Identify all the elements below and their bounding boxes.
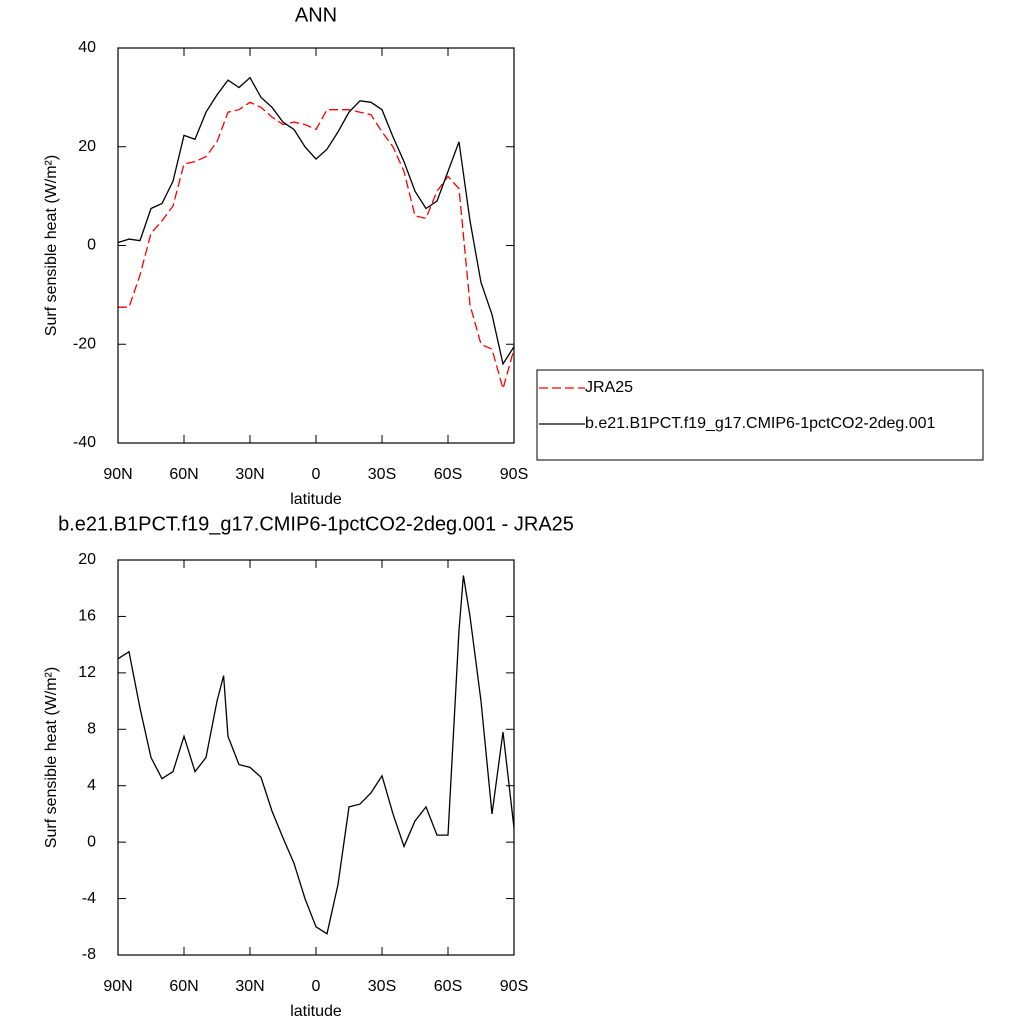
data-line [117, 76, 515, 366]
y-tick-label: 40 [78, 39, 96, 56]
y-tick-label: 0 [87, 237, 96, 254]
x-tick-label: 0 [312, 466, 321, 483]
x-tick-label: 90N [103, 466, 132, 483]
x-axis-label: latitude [290, 1003, 342, 1020]
y-tick-label: 4 [87, 777, 96, 794]
x-tick-label: 90N [103, 978, 132, 995]
x-tick-label: 30N [235, 978, 264, 995]
x-tick-label: 60N [169, 978, 198, 995]
legend-label: b.e21.B1PCT.f19_g17.CMIP6-1pctCO2-2deg.0… [585, 415, 936, 432]
y-axis-label: Surf sensible heat (W/m²) [43, 667, 60, 848]
chart-title: ANN [295, 4, 337, 26]
y-tick-label: -40 [73, 434, 96, 451]
chart-title: b.e21.B1PCT.f19_g17.CMIP6-1pctCO2-2deg.0… [58, 513, 574, 535]
legend-box [536, 369, 984, 461]
y-axis-label: Surf sensible heat (W/m²) [43, 155, 60, 336]
x-tick-label: 0 [312, 978, 321, 995]
x-tick-label: 90S [500, 466, 528, 483]
y-tick-label: -20 [73, 335, 96, 352]
y-tick-label: 20 [78, 138, 96, 155]
x-tick-label: 30S [368, 466, 396, 483]
legend-label: JRA25 [585, 379, 633, 396]
x-tick-label: 60S [434, 978, 462, 995]
y-tick-label: 8 [87, 721, 96, 738]
x-axis-label: latitude [290, 491, 342, 508]
plot-frame [117, 559, 515, 956]
x-tick-label: 60N [169, 466, 198, 483]
x-tick-label: 30N [235, 466, 264, 483]
y-tick-label: 0 [87, 833, 96, 850]
x-tick-label: 90S [500, 978, 528, 995]
y-tick-label: -4 [82, 890, 96, 907]
x-tick-label: 30S [368, 978, 396, 995]
y-tick-label: 20 [78, 551, 96, 568]
plot-frame [117, 47, 515, 444]
data-line [117, 575, 515, 935]
x-tick-label: 60S [434, 466, 462, 483]
y-tick-label: 12 [78, 664, 96, 681]
y-tick-label: 16 [78, 608, 96, 625]
y-tick-label: -8 [82, 946, 96, 963]
data-line [118, 101, 515, 392]
